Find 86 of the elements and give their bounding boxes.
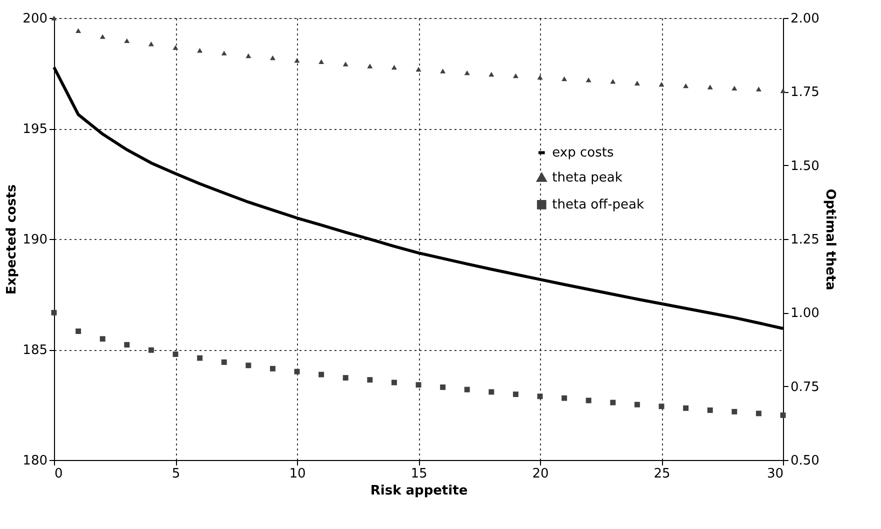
y2-tick-label: 1.00 — [790, 306, 820, 322]
point — [270, 55, 276, 60]
point — [294, 58, 300, 63]
point — [100, 336, 106, 342]
point — [172, 45, 178, 50]
legend-label: theta peak — [552, 170, 623, 186]
point — [707, 84, 713, 90]
point — [148, 347, 154, 353]
y-tick-label: 190 — [22, 232, 48, 248]
y2-axis-title: Optimal theta — [822, 188, 838, 290]
point — [318, 372, 324, 378]
point — [246, 362, 252, 368]
point — [76, 328, 82, 334]
y-axis-title: Expected costs — [4, 184, 20, 295]
point — [562, 76, 568, 82]
point — [780, 88, 786, 94]
point — [732, 408, 738, 414]
x-tick-label: 15 — [410, 466, 428, 482]
point — [610, 78, 616, 84]
point — [270, 366, 276, 372]
point — [391, 380, 397, 386]
point — [100, 34, 106, 39]
point — [367, 377, 373, 383]
point — [658, 404, 664, 410]
point — [172, 351, 178, 357]
point — [488, 389, 494, 395]
point — [221, 359, 227, 365]
point — [416, 66, 422, 72]
y2-tick-label: 0.75 — [790, 380, 820, 395]
x-tick-label: 10 — [289, 466, 306, 482]
y-tick-label: 180 — [22, 454, 48, 468]
point — [707, 407, 713, 413]
point — [342, 375, 348, 381]
point — [197, 48, 203, 53]
point — [488, 72, 494, 77]
point — [391, 64, 397, 70]
point — [440, 384, 446, 390]
point — [586, 398, 592, 404]
point — [683, 83, 689, 88]
x-tick-label: 20 — [532, 466, 549, 482]
point — [76, 28, 82, 34]
point — [221, 50, 227, 56]
point — [732, 86, 738, 91]
point — [124, 342, 130, 348]
point — [634, 402, 640, 408]
y2-tick-label: 2.00 — [790, 12, 820, 26]
y-tick-label: 200 — [22, 12, 48, 26]
point — [512, 73, 518, 78]
point — [342, 62, 348, 66]
y2-tick-label: 0.50 — [790, 454, 820, 468]
point — [658, 82, 664, 87]
point — [756, 410, 762, 416]
point — [318, 59, 324, 64]
x-axis-title: Risk appetite — [370, 484, 468, 498]
point — [124, 38, 130, 44]
x-tick-label: 30 — [766, 466, 784, 482]
point — [148, 42, 154, 46]
point — [610, 400, 616, 406]
point — [440, 68, 446, 74]
point — [586, 78, 592, 82]
point — [780, 412, 786, 418]
x-tick-label: 5 — [172, 466, 180, 482]
point — [464, 386, 470, 392]
point — [367, 64, 373, 68]
legend-label: theta off-peak — [552, 198, 644, 213]
point — [683, 405, 689, 411]
point — [537, 74, 543, 80]
point — [634, 80, 640, 86]
point — [51, 310, 57, 316]
y2-tick-label: 1.75 — [790, 85, 820, 100]
point — [464, 70, 470, 76]
point — [512, 392, 518, 398]
point — [246, 53, 252, 58]
point — [537, 394, 543, 400]
legend-label: exp costs — [552, 146, 614, 161]
point — [562, 395, 568, 401]
y2-tick-label: 1.50 — [790, 158, 820, 174]
y-tick-label: 185 — [22, 343, 48, 358]
point — [294, 368, 300, 374]
y-tick-label: 195 — [22, 122, 48, 137]
point — [756, 86, 762, 92]
y2-tick-label: 1.25 — [790, 232, 820, 248]
point — [197, 355, 203, 361]
x-tick-label: 25 — [654, 466, 670, 482]
point — [416, 382, 422, 388]
x-tick-label: 0 — [54, 466, 63, 482]
